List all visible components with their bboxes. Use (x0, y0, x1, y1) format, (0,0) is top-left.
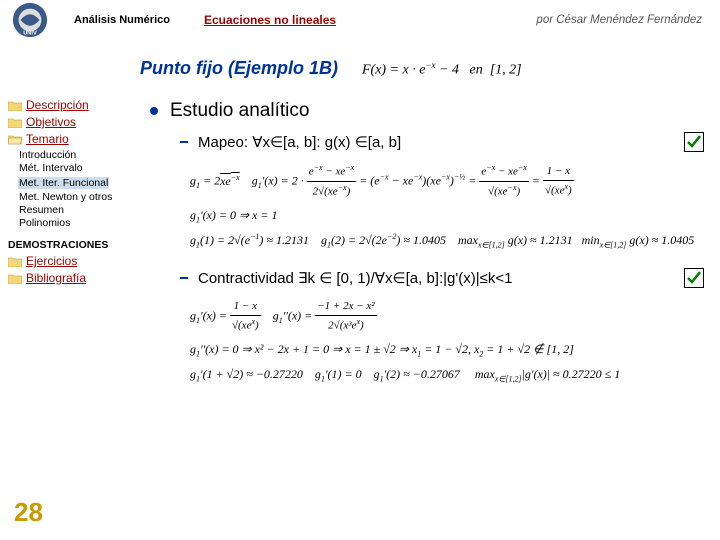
header-left: Análisis Numérico (74, 14, 204, 26)
sidebar: Descripción Objetivos Temario Introducci… (8, 95, 133, 288)
folder-open-icon (8, 134, 22, 145)
subitems: Introducción Mét. Intervalo Met. Iter. F… (18, 149, 133, 229)
math-line: g1 = 2xe−x g1'(x) = 2 · e−x − xe−x2√(xe−… (190, 162, 710, 202)
demostraciones-label: DEMOSTRACIONES (8, 239, 133, 251)
math-line: g1'(x) = 1 − x√(xex) g1''(x) = −1 + 2x −… (190, 298, 710, 336)
subitem-active[interactable]: Met. Iter. Funcional (18, 177, 109, 189)
nav-objetivos[interactable]: Objetivos (8, 115, 133, 129)
nav-bibliografia[interactable]: Bibliografía (8, 271, 133, 285)
folder-closed-icon (8, 273, 22, 284)
math-line: g1'(x) = 0 ⇒ x = 1 (190, 206, 710, 227)
bullet2-text: Contractividad ∃k ∈ [0, 1)/∀x∈[a, b]:|g'… (198, 269, 512, 287)
content: Estudio analítico Mapeo: ∀x∈[a, b]: g(x)… (150, 100, 710, 390)
folder-closed-icon (8, 100, 22, 111)
check-icon (684, 268, 704, 288)
math-line: g1'(1 + √2) ≈ −0.27220 g1'(1) = 0 g1'(2)… (190, 365, 710, 386)
subitem[interactable]: Mét. Intervalo (18, 162, 133, 174)
content-heading-row: Estudio analítico (150, 100, 710, 122)
subitem[interactable]: Met. Newton y otros (18, 191, 133, 203)
bullet1-text: Mapeo: ∀x∈[a, b]: g(x) ∈[a, b] (198, 133, 401, 151)
nav-temario[interactable]: Temario (8, 132, 133, 146)
svg-text:UNIV: UNIV (23, 30, 37, 36)
page-title: Punto fijo (Ejemplo 1B) (140, 58, 338, 79)
nav-label: Bibliografía (26, 271, 86, 285)
nav-label: Temario (26, 132, 69, 146)
content-heading: Estudio analítico (170, 100, 309, 122)
subitem[interactable]: Polinomios (18, 217, 133, 229)
header-mid: Ecuaciones no lineales (204, 13, 404, 27)
folder-closed-icon (8, 117, 22, 128)
nav-ejercicios[interactable]: Ejercicios (8, 254, 133, 268)
logo-icon: UNIV (6, 0, 54, 40)
title-formula: F(x) = x · e−x − 4 en [1, 2] (362, 60, 522, 79)
math-block-1: g1 = 2xe−x g1'(x) = 2 · e−x − xe−x2√(xe−… (190, 162, 710, 252)
dash-icon (180, 277, 188, 279)
dash-icon (180, 141, 188, 143)
bullet-disc-icon (150, 107, 158, 115)
bullet1-row: Mapeo: ∀x∈[a, b]: g(x) ∈[a, b] (180, 132, 710, 152)
math-line: g1''(x) = 0 ⇒ x² − 2x + 1 = 0 ⇒ x = 1 ± … (190, 340, 710, 361)
nav-label: Objetivos (26, 115, 76, 129)
nav-label: Descripción (26, 98, 89, 112)
header-right: por César Menéndez Fernández (536, 14, 702, 26)
header: UNIV Análisis Numérico Ecuaciones no lin… (0, 0, 720, 40)
nav-label: Ejercicios (26, 254, 77, 268)
subitem[interactable]: Resumen (18, 204, 133, 216)
title-row: Punto fijo (Ejemplo 1B) F(x) = x · e−x −… (0, 58, 720, 79)
check-icon (684, 132, 704, 152)
subitem[interactable]: Introducción (18, 149, 133, 161)
folder-closed-icon (8, 256, 22, 267)
math-line: g1(1) = 2√(e−1) ≈ 1.2131 g1(2) = 2√(2e−2… (190, 231, 710, 252)
page-number: 28 (14, 497, 43, 528)
math-block-2: g1'(x) = 1 − x√(xex) g1''(x) = −1 + 2x −… (190, 298, 710, 386)
nav-descripcion[interactable]: Descripción (8, 98, 133, 112)
bullet2-row: Contractividad ∃k ∈ [0, 1)/∀x∈[a, b]:|g'… (180, 268, 710, 288)
